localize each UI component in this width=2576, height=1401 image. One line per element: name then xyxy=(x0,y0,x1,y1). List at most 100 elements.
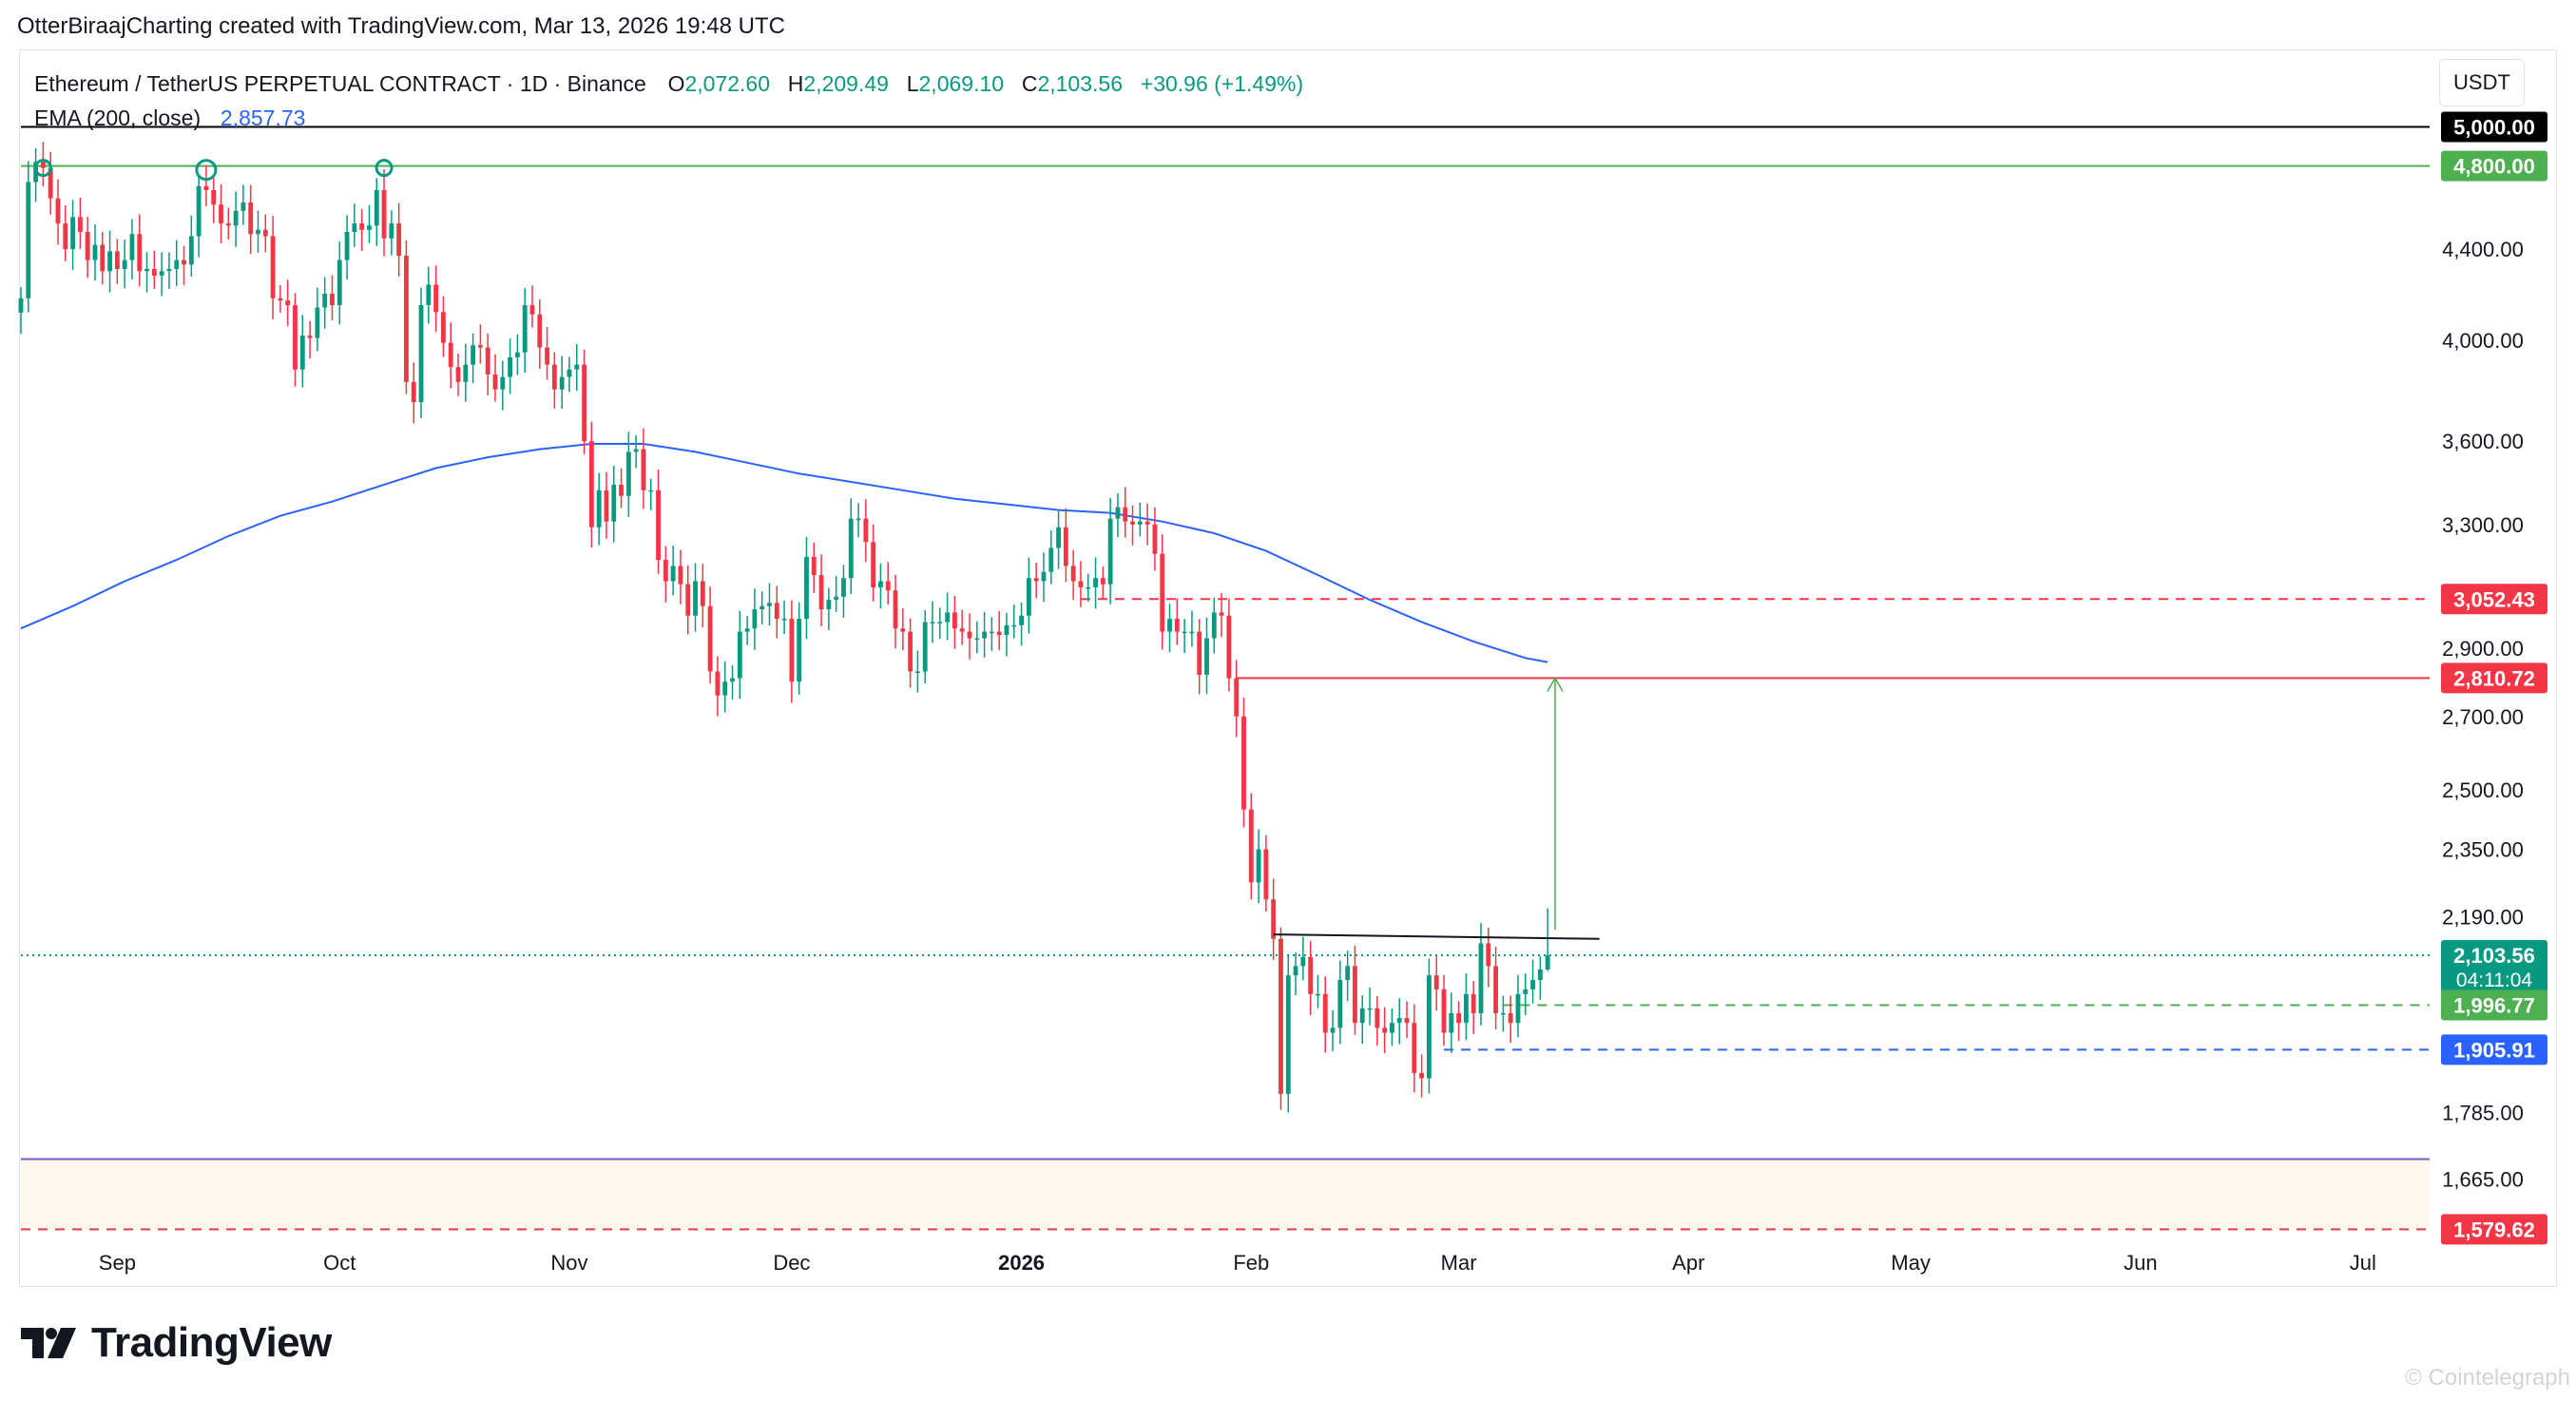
candle-body xyxy=(1515,993,1521,1024)
horizontal-levels xyxy=(21,125,2430,1231)
candle-body xyxy=(315,307,320,338)
candle-body xyxy=(1508,1012,1513,1024)
candle-body xyxy=(1204,638,1209,675)
price-label-box xyxy=(2441,111,2547,143)
candle-body xyxy=(1226,615,1232,679)
candle-body xyxy=(1300,956,1306,967)
candle-body xyxy=(937,622,943,624)
candle-body xyxy=(1256,849,1261,883)
target-arrow-head xyxy=(1547,676,1564,692)
price-tick-label: 2,500.00 xyxy=(2442,778,2524,802)
candle-body xyxy=(240,202,246,211)
price-tick-label: 4,000.00 xyxy=(2442,329,2524,353)
candle-body xyxy=(485,347,490,374)
ohlc-row: Ethereum / TetherUS PERPETUAL CONTRACT ·… xyxy=(34,67,1303,101)
ema-line xyxy=(20,443,1548,663)
candle-body xyxy=(256,229,260,235)
top-marker-circle xyxy=(33,159,52,178)
time-tick-label: 2026 xyxy=(998,1251,1045,1275)
candle-body xyxy=(522,305,528,353)
candle-body xyxy=(344,232,350,260)
candle-body xyxy=(418,305,424,403)
candle-body xyxy=(48,167,53,199)
candle-body xyxy=(330,293,335,306)
candle-body xyxy=(352,223,357,233)
candle-body xyxy=(1152,524,1158,554)
candle-body xyxy=(982,631,988,639)
ema-label: EMA (200, close) xyxy=(34,106,202,130)
candle-body xyxy=(1167,619,1172,632)
annotations xyxy=(33,159,1600,940)
candle-body xyxy=(129,234,135,260)
candle-body xyxy=(463,364,469,382)
price-tick-label: 1,785.00 xyxy=(2442,1101,2524,1124)
candle-body xyxy=(841,578,846,597)
high-label: H xyxy=(787,71,804,96)
candle-body xyxy=(878,581,883,587)
currency-selector[interactable]: USDT xyxy=(2439,59,2525,106)
candle-body xyxy=(1493,966,1499,1013)
candle-body xyxy=(500,376,506,390)
time-tick-label: Apr xyxy=(1672,1251,1704,1275)
candle-body xyxy=(641,449,646,490)
candlesticks xyxy=(18,142,1550,1113)
candle-body xyxy=(336,259,342,306)
candle-body xyxy=(285,300,291,306)
tradingview-logo[interactable]: TradingView xyxy=(21,1319,332,1367)
candle-body xyxy=(1278,938,1283,1094)
top-marker-circle xyxy=(195,159,218,182)
price-label-text: 1,996.77 xyxy=(2453,994,2535,1018)
candle-body xyxy=(1316,993,1320,996)
time-tick-label: Jun xyxy=(2124,1251,2157,1275)
tradingview-wordmark: TradingView xyxy=(91,1319,332,1366)
candle-body xyxy=(551,364,557,390)
candle-body xyxy=(1322,993,1328,1033)
candle-body xyxy=(1123,507,1128,522)
price-label-text: 2,103.56 xyxy=(2453,944,2535,968)
candle-body xyxy=(974,638,980,640)
candle-body xyxy=(1056,527,1061,548)
candle-body xyxy=(85,232,90,260)
candle-body xyxy=(55,198,61,224)
support-zone-band xyxy=(21,1159,2430,1230)
ema-200-line xyxy=(20,443,1548,663)
price-zone-band xyxy=(21,1159,2430,1230)
price-label-text: 3,052.43 xyxy=(2453,587,2535,611)
candle-body xyxy=(411,381,416,403)
change-value: +30.96 (+1.49%) xyxy=(1140,71,1304,96)
candle-body xyxy=(262,229,268,237)
candle-body xyxy=(648,489,654,492)
candle-body xyxy=(1456,1012,1462,1024)
ema-row[interactable]: EMA (200, close) 2,857.73 xyxy=(34,101,1303,135)
candle-body xyxy=(1063,527,1068,566)
candle-body xyxy=(789,619,795,682)
candle-body xyxy=(1019,615,1025,625)
ema-value: 2,857.73 xyxy=(220,106,306,130)
candle-body xyxy=(448,342,453,368)
candle-body xyxy=(270,236,276,298)
symbol-title[interactable]: Ethereum / TetherUS PERPETUAL CONTRACT ·… xyxy=(34,71,646,96)
candle-body xyxy=(396,223,402,257)
candle-body xyxy=(1293,966,1298,976)
price-label-text: 1,579.62 xyxy=(2453,1218,2535,1241)
candle-body xyxy=(1026,578,1031,616)
price-label-text: 5,000.00 xyxy=(2453,115,2535,139)
candle-body xyxy=(508,356,513,377)
candle-body xyxy=(1433,975,1439,989)
candle-body xyxy=(1144,521,1150,525)
candle-body xyxy=(1130,521,1135,525)
candle-body xyxy=(144,268,149,272)
chart-frame xyxy=(19,49,2557,1287)
candle-body xyxy=(151,268,157,276)
candle-body xyxy=(1478,943,1484,1013)
candle-body xyxy=(1182,631,1187,634)
candle-body xyxy=(1100,578,1105,585)
candle-body xyxy=(70,217,75,250)
chart-legend: Ethereum / TetherUS PERPETUAL CONTRACT ·… xyxy=(34,67,1303,135)
candle-body xyxy=(1396,1018,1402,1024)
time-tick-label: Dec xyxy=(773,1251,810,1275)
price-labels: 5,000.00 4,800.00 3,052.43 2,810.72 2,103.56… xyxy=(2441,111,2547,1245)
candle-body xyxy=(1419,1072,1425,1079)
candle-body xyxy=(1078,581,1084,587)
